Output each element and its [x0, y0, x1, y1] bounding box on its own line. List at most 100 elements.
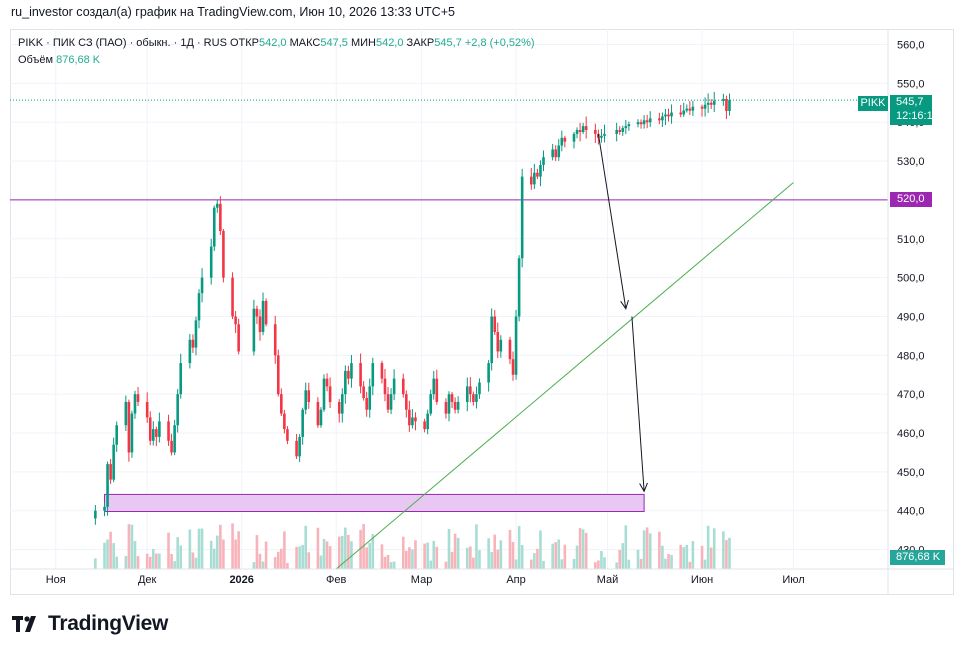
volume-bar: [368, 542, 372, 569]
candle-body: [401, 378, 405, 395]
candle-body: [258, 316, 262, 333]
volume-bar: [209, 540, 213, 569]
y-tick-label: 560,0: [897, 40, 925, 52]
volume-bar: [658, 531, 661, 569]
ticker-tag: PIKK: [858, 96, 888, 111]
volume-bar: [597, 560, 600, 569]
volume-bar: [112, 543, 115, 569]
volume-bar: [575, 545, 579, 569]
volume-bar: [578, 528, 582, 569]
level-price-value: 520,0: [897, 193, 925, 205]
tradingview-logo[interactable]: TradingView: [12, 612, 168, 636]
y-tick-label: 450,0: [897, 467, 925, 479]
volume-bar: [594, 562, 597, 569]
volume-bar: [639, 558, 643, 569]
volume-bar: [319, 555, 323, 569]
volume-bar: [712, 528, 716, 569]
volume-bar: [435, 546, 439, 569]
candle-body: [560, 137, 564, 146]
x-tick-label: Апр: [506, 574, 525, 586]
volume-bar: [447, 528, 451, 569]
volume-bar: [642, 530, 646, 569]
candle-body: [188, 339, 192, 364]
volume-bar: [231, 523, 234, 569]
last-price-tag: 545,7 12:16:14: [890, 95, 939, 125]
open-value: 542,0: [259, 37, 287, 49]
candle-body: [145, 401, 149, 418]
volume-bar: [700, 545, 704, 569]
ticker-tag-text: PIKK: [860, 97, 886, 109]
volume-bar: [261, 561, 265, 569]
y-tick-label: 470,0: [897, 389, 925, 401]
close-label: ЗАКР: [406, 37, 435, 49]
volume-bar: [465, 547, 469, 569]
volume-bar: [539, 530, 542, 569]
support-zone: [104, 493, 645, 513]
candle-body: [130, 413, 134, 453]
volume-bar: [173, 561, 176, 569]
volume-bar: [401, 536, 405, 569]
y-tick-label: 440,0: [897, 506, 925, 518]
volume-bar: [551, 543, 554, 569]
high-value: 547,5: [320, 37, 348, 49]
volume-bar: [563, 544, 567, 569]
candle-body: [155, 429, 158, 437]
volume-bar: [517, 526, 521, 569]
candle-body: [414, 417, 417, 422]
candle-body: [493, 316, 497, 333]
volume-bar: [234, 539, 237, 569]
arrow-line: [597, 133, 627, 309]
candle-body: [234, 316, 237, 325]
volume-bar: [520, 545, 524, 569]
change-value: +2,8 (+0,52%): [464, 37, 535, 49]
x-tick-label: Дек: [138, 574, 157, 586]
volume-bar: [365, 547, 368, 569]
candle-body: [106, 464, 109, 507]
arrow-head: [620, 299, 629, 310]
volume-bar: [124, 555, 128, 569]
candle-body: [472, 394, 475, 402]
candle-body: [429, 394, 433, 414]
candle-body: [322, 378, 326, 410]
volume-bar: [316, 527, 320, 569]
candle-body: [316, 401, 320, 426]
candle-body: [670, 112, 673, 117]
candle-body: [508, 339, 512, 360]
candle-body: [600, 135, 603, 138]
candle-body: [450, 394, 454, 402]
candle-body: [127, 401, 131, 453]
volume-bar: [392, 561, 396, 569]
trend-line: [335, 182, 794, 570]
candle-body: [691, 106, 695, 111]
volume-bar: [304, 525, 308, 569]
candle-body: [621, 128, 625, 132]
candle-body: [94, 510, 97, 519]
volume-label: Объём: [18, 54, 54, 66]
candle-body: [517, 258, 521, 317]
volume-bar: [496, 549, 500, 569]
candle-body: [700, 106, 704, 109]
candle-body: [212, 207, 216, 247]
candle-body: [194, 320, 198, 348]
volume-bar: [362, 524, 365, 569]
volume-bar: [264, 541, 268, 569]
x-tick-label: Мар: [411, 574, 433, 586]
volume-bar: [499, 540, 503, 569]
candle-body: [511, 359, 515, 375]
volume-bar: [408, 547, 411, 569]
candle-body: [533, 172, 536, 185]
volume-bar: [219, 524, 222, 569]
volume-bar: [624, 525, 628, 569]
candle-body: [115, 425, 119, 445]
candle-body: [133, 394, 137, 414]
candle-body: [216, 203, 219, 208]
grid: [10, 29, 888, 569]
volume-bar: [572, 559, 576, 569]
candle-body: [667, 114, 670, 117]
candle-body: [307, 390, 311, 402]
candle-body: [264, 300, 268, 325]
price-chart[interactable]: 560,0550,0540,0530,0520,0510,0500,0490,0…: [10, 29, 954, 595]
candle-body: [530, 176, 533, 185]
candle-body: [688, 108, 692, 111]
volume-bar: [130, 524, 134, 569]
